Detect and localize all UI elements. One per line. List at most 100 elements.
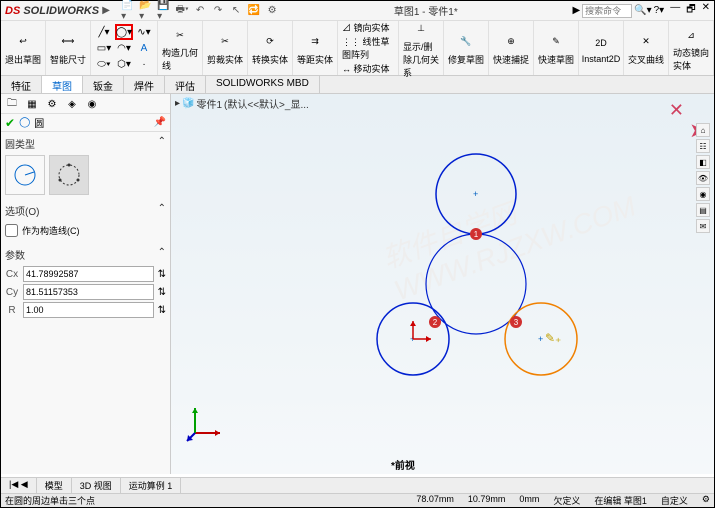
svg-text:+: + bbox=[473, 189, 478, 199]
select-icon[interactable]: ↖ bbox=[229, 4, 243, 18]
save-icon[interactable]: 💾▾ bbox=[157, 4, 171, 18]
mirror-button[interactable]: ⊿ 镜向实体 bbox=[342, 21, 390, 34]
instant2d-button[interactable]: 2DInstant2D bbox=[583, 32, 619, 64]
offset-button[interactable]: ⇉等距实体 bbox=[297, 31, 333, 66]
new-icon[interactable]: 📄▾ bbox=[121, 4, 135, 18]
graphics-viewport[interactable]: ▸ 🧊 零件1 (默认<<默认>_显... 软件自学网WWW.RJZXW.COM… bbox=[171, 94, 714, 474]
display-mgr-icon[interactable]: ◉ bbox=[83, 96, 101, 112]
move-button[interactable]: ↔ 移动实体 bbox=[342, 62, 390, 75]
exit-sketch-button[interactable]: ↩ 退出草图 bbox=[5, 31, 41, 66]
restore-icon[interactable]: 🗗 bbox=[686, 2, 695, 19]
perimeter-circle-type[interactable] bbox=[49, 155, 89, 195]
tab-sketch[interactable]: 草图 bbox=[42, 76, 83, 93]
pm-header: ✔ ◯ 圆 📌 bbox=[1, 114, 170, 132]
convert-button[interactable]: ✂构造几何线 bbox=[162, 24, 198, 72]
feature-tree-icon[interactable]: 🗀 bbox=[3, 96, 21, 112]
status-underdefined: 欠定义 bbox=[553, 494, 580, 507]
search-toggle-icon[interactable]: ▶ bbox=[572, 5, 580, 16]
menu-expand-icon[interactable]: ▶ bbox=[99, 4, 113, 18]
rect-tool-icon[interactable]: ▭▾ bbox=[95, 40, 113, 56]
ribbon-group-trim: ✂构造几何线 bbox=[158, 21, 203, 75]
tab-weldment[interactable]: 焊件 bbox=[124, 76, 165, 93]
taskpane-custom-icon[interactable]: ▤ bbox=[696, 203, 710, 217]
construction-checkbox[interactable] bbox=[5, 224, 18, 237]
taskpane-view-icon[interactable]: 👁 bbox=[696, 171, 710, 185]
status-editing: 在编辑 草图1 bbox=[594, 494, 647, 507]
spinner-icon[interactable]: ⇅ bbox=[158, 287, 166, 298]
arc-tool-icon[interactable]: ◠▾ bbox=[115, 40, 133, 56]
trim-button[interactable]: ✂剪裁实体 bbox=[207, 31, 243, 66]
pushpin-icon[interactable]: 📌 bbox=[154, 117, 166, 128]
tab-nav-arrows[interactable]: |◀ ◀ bbox=[1, 478, 37, 493]
ribbon: ↩ 退出草图 ⟷ 智能尺寸 ╱▾ ◯▾ ∿▾ ▭▾ ◠▾ A ⬭▾ ⬡▾ · ✂… bbox=[1, 21, 714, 76]
quicksketch-button[interactable]: ✎快速草图 bbox=[538, 31, 574, 66]
slot-tool-icon[interactable]: ⬭▾ bbox=[95, 56, 113, 72]
dynmirror-button[interactable]: ⊿动态镜向实体 bbox=[673, 24, 709, 72]
spinner-icon[interactable]: ⇅ bbox=[158, 269, 166, 280]
ribbon-group-convert: ⟳转换实体 bbox=[248, 21, 293, 75]
smart-dim-icon: ⟷ bbox=[57, 31, 79, 53]
taskpane-home-icon[interactable]: ⌂ bbox=[696, 123, 710, 137]
pattern-button[interactable]: ⋮⋮ 线性草图阵列 bbox=[342, 35, 394, 61]
undo-icon[interactable]: ↶ bbox=[193, 4, 207, 18]
snap-label: 快速捕捉 bbox=[493, 53, 529, 66]
circle-tool-icon[interactable]: ◯▾ bbox=[115, 24, 133, 40]
param-x-input[interactable] bbox=[23, 266, 154, 282]
redo-icon[interactable]: ↷ bbox=[211, 4, 225, 18]
tab-motion[interactable]: 运动算例 1 bbox=[121, 478, 182, 493]
polygon-tool-icon[interactable]: ⬡▾ bbox=[115, 56, 133, 72]
shaded-button[interactable]: ✕交叉曲线 bbox=[628, 31, 664, 66]
search-icon[interactable]: 🔍▾ bbox=[634, 5, 651, 16]
spinner-icon[interactable]: ⇅ bbox=[158, 305, 166, 316]
snap-button[interactable]: ⊕快速捕捉 bbox=[493, 31, 529, 66]
tab-feature[interactable]: 特征 bbox=[1, 76, 42, 93]
open-icon[interactable]: 📂▾ bbox=[139, 4, 153, 18]
point-tool-icon[interactable]: · bbox=[135, 56, 153, 72]
sketch-canvas[interactable]: +++123✎₊ bbox=[171, 94, 698, 464]
help-icon[interactable]: ?▾ bbox=[654, 5, 665, 16]
collapse-icon[interactable]: ⌃ bbox=[158, 136, 166, 151]
tab-evaluate[interactable]: 评估 bbox=[165, 76, 206, 93]
param-y-input[interactable] bbox=[23, 284, 154, 300]
taskpane-forum-icon[interactable]: ✉ bbox=[696, 219, 710, 233]
options-icon[interactable]: ⚙ bbox=[265, 4, 279, 18]
status-custom[interactable]: 自定义 bbox=[661, 494, 688, 507]
search-input[interactable] bbox=[582, 4, 632, 18]
taskpane-appear-icon[interactable]: ◉ bbox=[696, 187, 710, 201]
line-tool-icon[interactable]: ╱▾ bbox=[95, 24, 113, 40]
circle-type-title: 圆类型 bbox=[5, 136, 35, 151]
shaded-label: 交叉曲线 bbox=[628, 53, 664, 66]
tab-sheetmetal[interactable]: 钣金 bbox=[83, 76, 124, 93]
status-y: 10.79mm bbox=[468, 494, 506, 507]
status-hint: 在圆的周边单击三个点 bbox=[5, 494, 205, 507]
close-icon[interactable]: ✕ bbox=[702, 2, 710, 19]
tab-model[interactable]: 模型 bbox=[37, 478, 72, 493]
text-tool-icon[interactable]: A bbox=[135, 40, 153, 56]
collapse-icon-2[interactable]: ⌃ bbox=[158, 203, 166, 218]
collapse-icon-3[interactable]: ⌃ bbox=[158, 247, 166, 262]
confirm-corner-cancel[interactable]: ✕ bbox=[669, 100, 684, 121]
repair-label: 修复草图 bbox=[448, 53, 484, 66]
status-gear-icon[interactable]: ⚙ bbox=[702, 494, 710, 507]
spline-tool-icon[interactable]: ∿▾ bbox=[135, 24, 153, 40]
repair-button[interactable]: 🔧修复草图 bbox=[448, 31, 484, 66]
minimize-icon[interactable]: — bbox=[670, 2, 680, 19]
search-area: ▶ 🔍▾ ?▾ bbox=[572, 4, 664, 18]
taskpane-resources-icon[interactable]: ☷ bbox=[696, 139, 710, 153]
print-icon[interactable]: 🖶▾ bbox=[175, 4, 189, 18]
dimxpert-icon[interactable]: ◈ bbox=[63, 96, 81, 112]
taskpane-design-icon[interactable]: ◧ bbox=[696, 155, 710, 169]
smart-dim-button[interactable]: ⟷ 智能尺寸 bbox=[50, 31, 86, 66]
param-r-input[interactable] bbox=[23, 302, 154, 318]
center-circle-type[interactable] bbox=[5, 155, 45, 195]
config-mgr-icon[interactable]: ⚙ bbox=[43, 96, 61, 112]
property-mgr-icon[interactable]: ▦ bbox=[23, 96, 41, 112]
rebuild-icon[interactable]: 🔁 bbox=[247, 4, 261, 18]
options-section: 选项(O)⌃ 作为构造线(C) bbox=[1, 199, 170, 243]
display-rel-button[interactable]: ⊥显示/删除几何关系 bbox=[403, 18, 439, 79]
tab-mbd[interactable]: SOLIDWORKS MBD bbox=[206, 76, 320, 93]
params-title: 参数 bbox=[5, 247, 25, 262]
tab-3dview[interactable]: 3D 视图 bbox=[72, 478, 121, 493]
ok-icon[interactable]: ✔ bbox=[5, 116, 15, 130]
convert-ent-button[interactable]: ⟳转换实体 bbox=[252, 31, 288, 66]
